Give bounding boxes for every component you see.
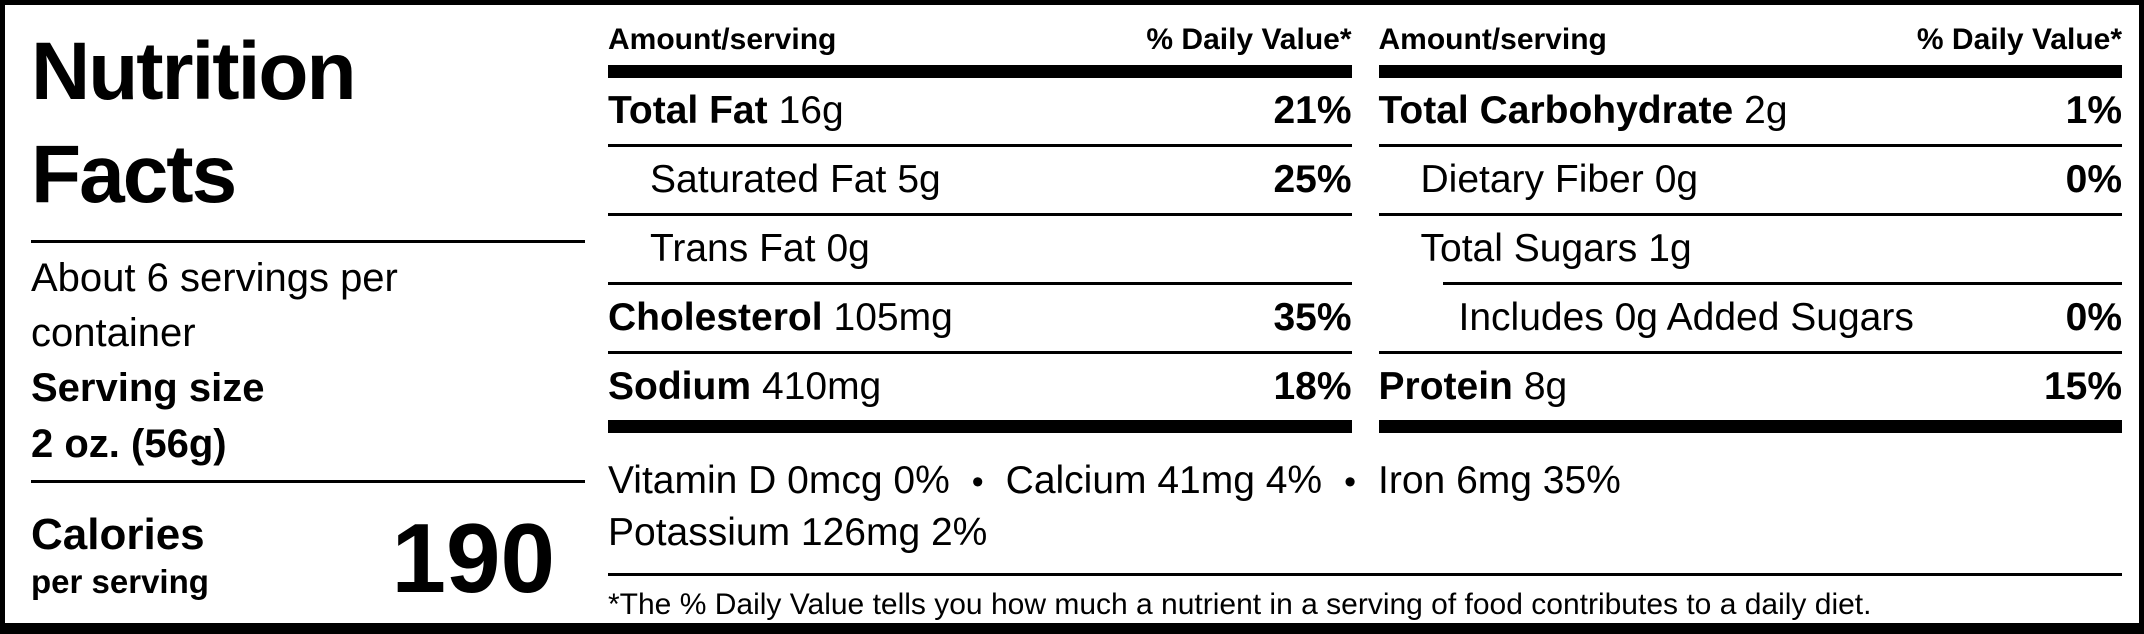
divider bbox=[31, 479, 585, 483]
row-divider-indented bbox=[1442, 282, 2122, 285]
amount-serving-header: Amount/serving bbox=[608, 23, 837, 56]
calories-row: Calories per serving 190 bbox=[31, 502, 585, 613]
nutrient-row-total-carbohydrate: Total Carbohydrate 2g 1% bbox=[1379, 78, 2123, 144]
daily-value: 21% bbox=[1273, 89, 1352, 132]
row-divider bbox=[608, 213, 1352, 216]
daily-value: 0% bbox=[2065, 158, 2122, 201]
calories-labels: Calories per serving bbox=[31, 509, 209, 602]
micronutrients: Vitamin D 0mcg 0% • Calcium 41mg 4% • Iron 6… bbox=[608, 455, 2122, 559]
thick-bar bbox=[1378, 420, 2122, 433]
nutrient-amount: 0g bbox=[1654, 158, 1699, 201]
nutrient-name: Total Sugars bbox=[1420, 227, 1638, 270]
nutrient-amount: 1g bbox=[1648, 227, 1692, 270]
thick-bar bbox=[608, 65, 1352, 78]
daily-value: 18% bbox=[1273, 365, 1352, 408]
nutrient-amount: 8g bbox=[1523, 365, 1568, 408]
daily-value: 15% bbox=[2043, 365, 2122, 408]
row-divider bbox=[1378, 144, 2122, 147]
daily-value: 1% bbox=[2065, 89, 2122, 132]
daily-value-footnote: *The % Daily Value tells you how much a … bbox=[608, 587, 1872, 621]
nutrient-row-sodium: Sodium 410mg 18% bbox=[608, 354, 1352, 420]
nutrient-amount: 105mg bbox=[833, 296, 953, 339]
divider bbox=[608, 572, 2122, 576]
nutrient-name: Dietary Fiber bbox=[1420, 158, 1644, 201]
nutrients-panel: Amount/serving % Daily Value* Total Fat … bbox=[585, 5, 2139, 623]
nutrient-row-trans-fat: Trans Fat 0g bbox=[608, 216, 1352, 282]
daily-value: 0% bbox=[2065, 296, 2122, 339]
potassium-value: Potassium 126mg 2% bbox=[608, 510, 988, 554]
column-header: Amount/serving % Daily Value* bbox=[1379, 19, 2123, 65]
nutrient-row-total-sugars: Total Sugars 1g bbox=[1379, 216, 2123, 282]
left-panel: Nutrition Facts About 6 servings per con… bbox=[5, 5, 585, 623]
thick-bar bbox=[608, 420, 1352, 433]
serving-size-value: 2 oz. (56g) bbox=[31, 421, 227, 466]
thick-bar bbox=[1378, 65, 2122, 78]
nutrient-column-fats: Amount/serving % Daily Value* Total Fat … bbox=[608, 19, 1352, 433]
nutrient-name: Total Carbohydrate bbox=[1378, 89, 1734, 132]
serving-size-label: Serving size bbox=[31, 366, 265, 411]
daily-value: 25% bbox=[1273, 158, 1352, 201]
amount-serving-header: Amount/serving bbox=[1378, 23, 1607, 56]
nutrient-name: Includes 0g Added Sugars bbox=[1458, 296, 1914, 339]
iron-value: Iron 6mg 35% bbox=[1378, 459, 1621, 502]
daily-value: 35% bbox=[1273, 296, 1352, 339]
nutrient-row-total-fat: Total Fat 16g 21% bbox=[608, 78, 1352, 144]
nutrient-amount: 16g bbox=[778, 89, 844, 132]
nutrient-name: Total Fat bbox=[608, 89, 768, 132]
row-divider bbox=[608, 351, 1352, 354]
nutrient-name: Cholesterol bbox=[608, 296, 823, 339]
nutrient-column-carbs: Amount/serving % Daily Value* Total Carb… bbox=[1378, 19, 2123, 433]
row-divider bbox=[608, 144, 1352, 147]
nutrient-row-cholesterol: Cholesterol 105mg 35% bbox=[608, 285, 1352, 351]
row-divider bbox=[1378, 351, 2122, 354]
daily-value-header: % Daily Value* bbox=[1916, 23, 2122, 56]
calcium-value: Calcium 41mg 4% bbox=[1005, 459, 1323, 502]
nutrient-row-protein: Protein 8g 15% bbox=[1379, 354, 2123, 420]
nutrient-name: Trans Fat bbox=[650, 227, 816, 270]
nutrient-amount: 2g bbox=[1744, 89, 1788, 132]
servings-per-container: About 6 servings per container bbox=[31, 256, 398, 356]
calories-sublabel: per serving bbox=[31, 562, 209, 600]
bullet-separator: • bbox=[1344, 463, 1357, 501]
row-divider bbox=[608, 282, 1352, 285]
nutrient-row-dietary-fiber: Dietary Fiber 0g 0% bbox=[1379, 147, 2123, 213]
calories-label: Calories bbox=[31, 509, 205, 559]
micronutrients-line-1: Vitamin D 0mcg 0% • Calcium 41mg 4% • Iron 6… bbox=[608, 455, 2122, 507]
nutrient-amount: 410mg bbox=[762, 365, 882, 408]
column-header: Amount/serving % Daily Value* bbox=[608, 19, 1352, 65]
vitamin-d-value: Vitamin D 0mcg 0% bbox=[608, 459, 950, 502]
nutrient-name: Saturated Fat bbox=[650, 158, 887, 201]
micronutrients-line-2: Potassium 126mg 2% bbox=[608, 507, 2122, 559]
nutrient-amount: 0g bbox=[826, 227, 870, 270]
nutrient-amount: 5g bbox=[897, 158, 941, 201]
nutrient-name: Sodium bbox=[608, 365, 751, 408]
bullet-separator: • bbox=[971, 463, 984, 501]
nutrient-row-added-sugars: Includes 0g Added Sugars 0% bbox=[1379, 285, 2123, 351]
calories-value: 190 bbox=[391, 502, 555, 613]
daily-value-header: % Daily Value* bbox=[1146, 23, 1352, 56]
nutrient-row-saturated-fat: Saturated Fat 5g 25% bbox=[608, 147, 1352, 213]
divider bbox=[31, 240, 585, 243]
nutrient-name: Protein bbox=[1378, 365, 1513, 408]
nutrient-columns: Amount/serving % Daily Value* Total Fat … bbox=[608, 19, 2122, 433]
label-title: Nutrition Facts bbox=[31, 26, 357, 220]
row-divider bbox=[1378, 213, 2122, 216]
